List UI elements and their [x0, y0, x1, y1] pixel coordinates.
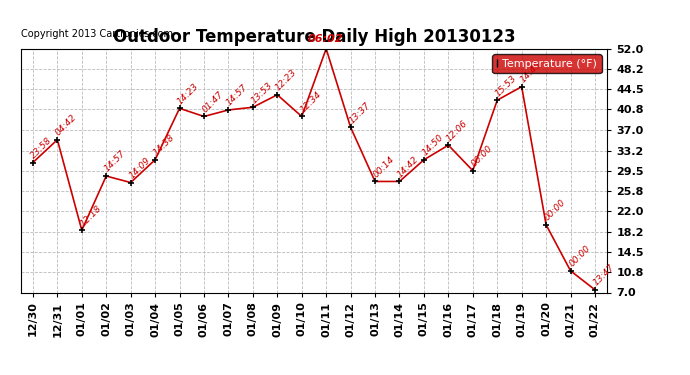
Text: 14:49: 14:49 — [518, 60, 543, 84]
Text: 13:37: 13:37 — [347, 100, 372, 125]
Text: 12:34: 12:34 — [298, 90, 323, 114]
Text: 23:58: 23:58 — [30, 136, 55, 160]
Text: 14:09: 14:09 — [127, 156, 152, 180]
Text: 12:23: 12:23 — [274, 68, 299, 93]
Text: 00:00: 00:00 — [469, 144, 494, 168]
Text: Copyright 2013 Cartronics.com: Copyright 2013 Cartronics.com — [21, 29, 172, 39]
Legend: Temperature (°F): Temperature (°F) — [493, 54, 602, 73]
Text: 12:18: 12:18 — [79, 203, 103, 228]
Text: 12:06: 12:06 — [445, 118, 470, 143]
Text: 13:47: 13:47 — [591, 263, 616, 288]
Text: 00:14: 00:14 — [372, 154, 396, 179]
Text: 14:57: 14:57 — [103, 149, 128, 174]
Text: 06:02: 06:02 — [307, 34, 343, 44]
Text: 14:38: 14:38 — [152, 133, 177, 158]
Text: 14:57: 14:57 — [225, 83, 250, 108]
Text: 01:47: 01:47 — [201, 90, 226, 114]
Text: 14:50: 14:50 — [420, 133, 445, 158]
Text: 04:42: 04:42 — [54, 113, 79, 138]
Title: Outdoor Temperature Daily High 20130123: Outdoor Temperature Daily High 20130123 — [112, 28, 515, 46]
Text: 14:42: 14:42 — [396, 154, 421, 179]
Text: 15:53: 15:53 — [494, 73, 519, 98]
Text: 00:00: 00:00 — [567, 244, 592, 268]
Text: 13:53: 13:53 — [249, 80, 274, 105]
Text: 00:00: 00:00 — [542, 198, 567, 223]
Text: 14:23: 14:23 — [176, 81, 201, 106]
